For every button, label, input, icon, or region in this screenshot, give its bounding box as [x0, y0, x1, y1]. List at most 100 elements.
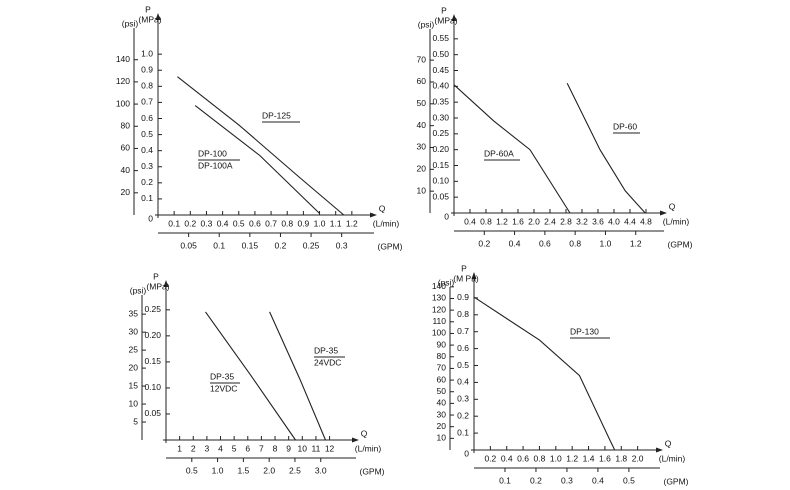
y2-tick-label: 110 [432, 316, 446, 326]
y-tick-label: 0.5 [141, 129, 153, 139]
x-tick-label: 1.4 [583, 453, 595, 463]
y-axis-arrow [471, 272, 477, 279]
y-tick-label: 0.2 [141, 177, 153, 187]
y-tick-label: 0.25 [144, 304, 161, 314]
y-tick-label: 0.3 [457, 394, 469, 404]
curve-sublabel: 24VDC [314, 357, 341, 367]
x-axis-arrow [370, 212, 377, 218]
x-tick-label: 0.8 [534, 453, 546, 463]
y2-axis-unit: (psi) [438, 277, 455, 287]
x-tick-label: 2.0 [632, 453, 644, 463]
y2-tick-label: 60 [417, 76, 427, 86]
x-axis-title: Q [665, 438, 672, 448]
x-tick-label: 10 [298, 443, 308, 453]
y-tick-label: 0.50 [432, 49, 449, 59]
y-axis-arrow [451, 14, 457, 21]
y2-tick-label: 5 [133, 416, 138, 426]
x2-tick-label: 0.4 [509, 238, 521, 248]
y-tick-label: 0.20 [432, 144, 449, 154]
x-tick-label: 4.8 [640, 216, 652, 226]
y-tick-label: 0.30 [432, 112, 449, 122]
x-tick-label: 0.5 [233, 218, 245, 228]
x-tick-label: 4 [218, 443, 223, 453]
x-tick-label: 6 [245, 443, 250, 453]
x-tick-label: 1.1 [330, 218, 342, 228]
x-tick-label: 0.8 [281, 218, 293, 228]
y2-tick-label: 40 [417, 120, 427, 130]
y-axis-arrow [163, 280, 169, 287]
x-tick-label: 0.3 [201, 218, 213, 228]
x-tick-label: 0.7 [265, 218, 277, 228]
x-tick-label: 0.6 [249, 218, 261, 228]
x2-tick-label: 0.4 [592, 475, 604, 485]
x-tick-label: 2 [191, 443, 196, 453]
origin-label: 0 [444, 211, 449, 221]
pump-curve [269, 311, 327, 441]
y2-tick-label: 120 [432, 304, 446, 314]
curve-label: DP-100 [198, 148, 227, 158]
y2-tick-label: 60 [121, 143, 131, 153]
y2-tick-label: 30 [129, 326, 139, 336]
x2-tick-label: 1.2 [630, 238, 642, 248]
y2-tick-label: 10 [417, 185, 427, 195]
x-tick-label: 3.2 [576, 216, 588, 226]
y-tick-label: 0.40 [432, 81, 449, 91]
x2-tick-label: 0.1 [213, 240, 225, 250]
curve-label: DP-35 [314, 345, 338, 355]
x-axis-arrow [352, 437, 359, 443]
x-axis-arrow [656, 447, 663, 453]
y2-tick-label: 50 [437, 386, 447, 396]
y-axis-title: P [441, 5, 447, 15]
x2-axis-unit: (GPM) [667, 239, 692, 249]
x-axis-title: Q [669, 201, 676, 211]
x-tick-label: 1 [177, 443, 182, 453]
y2-tick-label: 140 [116, 54, 130, 64]
x-tick-label: 0.1 [168, 218, 180, 228]
y-tick-label: 0.8 [457, 309, 469, 319]
y-tick-label: 0.1 [457, 427, 469, 437]
curve-label: DP-130 [570, 326, 599, 336]
x-tick-label: 1.0 [550, 453, 562, 463]
y2-tick-label: 35 [129, 308, 139, 318]
x2-tick-label: 3.0 [315, 465, 327, 475]
y-tick-label: 0.9 [141, 65, 153, 75]
y-tick-label: 0.1 [141, 193, 153, 203]
x2-tick-label: 1.0 [212, 465, 224, 475]
y-axis-unit: (MPa) [434, 15, 457, 25]
x2-tick-label: 0.6 [539, 238, 551, 248]
y2-tick-label: 10 [129, 398, 139, 408]
y-tick-label: 0.3 [141, 161, 153, 171]
y2-tick-label: 130 [432, 293, 446, 303]
y2-axis-unit: (psi) [418, 19, 435, 29]
y2-tick-label: 70 [437, 363, 447, 373]
y-tick-label: 1.0 [141, 48, 153, 58]
x-tick-label: 0.6 [517, 453, 529, 463]
x-tick-label: 0.9 [297, 218, 309, 228]
pump-curve [194, 105, 320, 214]
y-tick-label: 0.8 [141, 81, 153, 91]
x-axis-title: Q [361, 428, 368, 438]
x2-axis-unit: (GPM) [359, 466, 384, 476]
x-tick-label: 3.6 [592, 216, 604, 226]
x-axis-unit: (L/min) [373, 218, 400, 228]
x-axis-unit: (L/min) [663, 216, 690, 226]
y-tick-label: 0.25 [432, 128, 449, 138]
x-tick-label: 0.8 [480, 216, 492, 226]
y2-tick-label: 80 [121, 121, 131, 131]
y-tick-label: 0.05 [144, 408, 161, 418]
x2-tick-label: 0.15 [242, 240, 259, 250]
y2-tick-label: 120 [116, 76, 130, 86]
x2-tick-label: 0.05 [180, 240, 197, 250]
x-tick-label: 4.0 [608, 216, 620, 226]
x2-tick-label: 2.5 [289, 465, 301, 475]
y-tick-label: 0.6 [141, 113, 153, 123]
x-tick-label: 1.2 [346, 218, 358, 228]
x2-axis-unit: (GPM) [377, 241, 402, 251]
x-axis-arrow [660, 210, 667, 216]
x-tick-label: 0.4 [464, 216, 476, 226]
y-axis-unit: (MPa) [138, 14, 161, 24]
y2-tick-label: 70 [417, 54, 427, 64]
x-axis-unit: (L/min) [355, 443, 382, 453]
x-tick-label: 4.4 [624, 216, 636, 226]
